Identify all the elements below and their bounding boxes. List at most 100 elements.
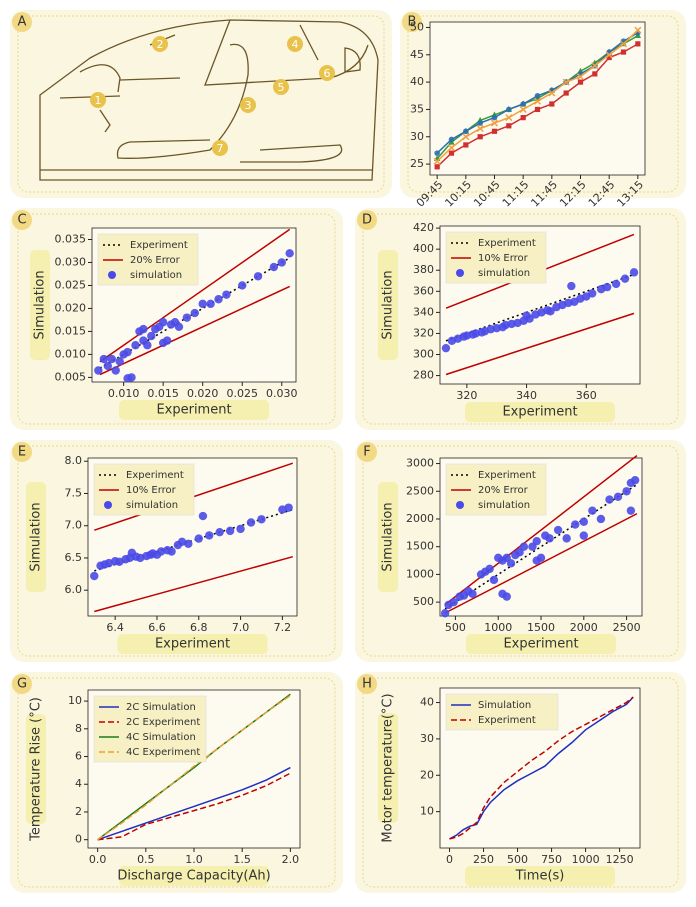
series-line	[97, 766, 291, 841]
y-tick-label: 0.015	[55, 324, 87, 337]
point	[596, 514, 606, 524]
y-tick-label: 45	[410, 48, 424, 61]
point	[448, 136, 455, 143]
y-tick-label: 25	[410, 157, 424, 170]
legend-label: 20% Error	[478, 485, 529, 496]
x-tick-label: 0.010	[108, 387, 140, 400]
point	[630, 475, 640, 485]
panel-label: D	[362, 213, 372, 228]
x-tick-label: 6.4	[106, 621, 124, 634]
point	[253, 272, 263, 281]
marker-label: 3	[245, 99, 252, 112]
point	[629, 268, 639, 277]
point	[619, 40, 628, 48]
panel-label: C	[17, 213, 26, 228]
panel-label-bg	[12, 442, 32, 462]
point	[620, 274, 630, 283]
axis-title-bg	[466, 634, 616, 654]
series-line	[444, 455, 638, 606]
legend-label: 2C Experiment	[126, 717, 200, 728]
y-tick-label: 40	[410, 75, 424, 88]
point	[123, 347, 132, 357]
axis-title-bg	[26, 714, 46, 824]
x-axis-title: Experiment	[155, 637, 230, 652]
y-tick-label: 280	[413, 369, 434, 382]
point	[236, 524, 245, 534]
point	[441, 343, 451, 353]
axis-title-bg	[378, 482, 398, 592]
series-line	[97, 694, 291, 841]
point	[123, 374, 132, 383]
point	[579, 531, 588, 540]
point	[606, 54, 612, 61]
point	[205, 531, 214, 540]
panel-label-bg	[402, 12, 422, 32]
point	[174, 322, 184, 332]
marker-label: 5	[278, 81, 285, 94]
legend-label: 4C Experiment	[126, 747, 200, 758]
axis-title-bg	[465, 402, 615, 422]
point	[476, 125, 484, 133]
point	[485, 564, 494, 574]
panel-label: E	[18, 445, 26, 460]
y-tick-label: 0.005	[55, 370, 87, 383]
legend-swatch	[108, 271, 116, 279]
point	[533, 97, 542, 105]
series-line	[449, 696, 634, 840]
x-tick-label: 0.5	[137, 853, 155, 866]
x-tick-label: 7.2	[274, 621, 292, 634]
point	[433, 157, 441, 165]
y-tick-label: 8	[75, 722, 82, 735]
axis-title-bg	[30, 250, 50, 360]
panel-border	[17, 445, 336, 657]
point	[477, 120, 483, 126]
point	[147, 331, 156, 341]
point	[489, 575, 499, 585]
marker-label: 7	[217, 142, 224, 155]
point	[214, 295, 223, 304]
point	[440, 609, 450, 618]
point	[477, 134, 483, 140]
x-tick-label: 0.030	[266, 387, 298, 400]
x-tick-label: 1000	[572, 853, 600, 866]
marker-label: 4	[292, 38, 299, 51]
point	[198, 299, 207, 309]
legend-label: 2C Simulation	[126, 702, 196, 713]
y-tick-label: 6	[75, 750, 82, 763]
x-tick-label: 0.025	[226, 387, 258, 400]
point	[158, 338, 168, 348]
axis-title-bg	[119, 866, 269, 886]
axis-title-bg	[119, 400, 269, 420]
legend-label: simulation	[130, 270, 182, 281]
point	[519, 542, 529, 551]
point	[491, 114, 498, 121]
x-tick-label: 6.6	[148, 621, 166, 634]
y-tick-label: 420	[413, 221, 434, 234]
point	[182, 313, 192, 322]
x-tick-label: 0	[446, 853, 453, 866]
panel-label-bg	[12, 12, 32, 32]
series-line	[449, 696, 634, 840]
x-tick-label: 0.015	[147, 387, 179, 400]
point	[139, 324, 148, 334]
point	[115, 357, 124, 366]
panel-label-bg	[12, 674, 32, 694]
legend-label: Experiment	[478, 715, 536, 726]
point	[257, 515, 266, 524]
panel-border	[17, 213, 336, 425]
point	[571, 520, 580, 529]
y-axis-title: Simulation	[381, 502, 396, 571]
point	[269, 262, 279, 272]
series-line	[97, 772, 291, 841]
legend-swatch	[104, 501, 112, 509]
y-tick-label: 50	[410, 20, 424, 33]
x-tick-label: 0.0	[89, 853, 107, 866]
point	[238, 281, 247, 290]
x-tick-label: 340	[516, 389, 537, 402]
point	[588, 506, 597, 515]
x-axis-title: Experiment	[502, 405, 577, 420]
point	[158, 318, 168, 327]
x-tick-label: 6.8	[190, 621, 208, 634]
point	[520, 101, 526, 107]
panel-border	[362, 445, 679, 657]
